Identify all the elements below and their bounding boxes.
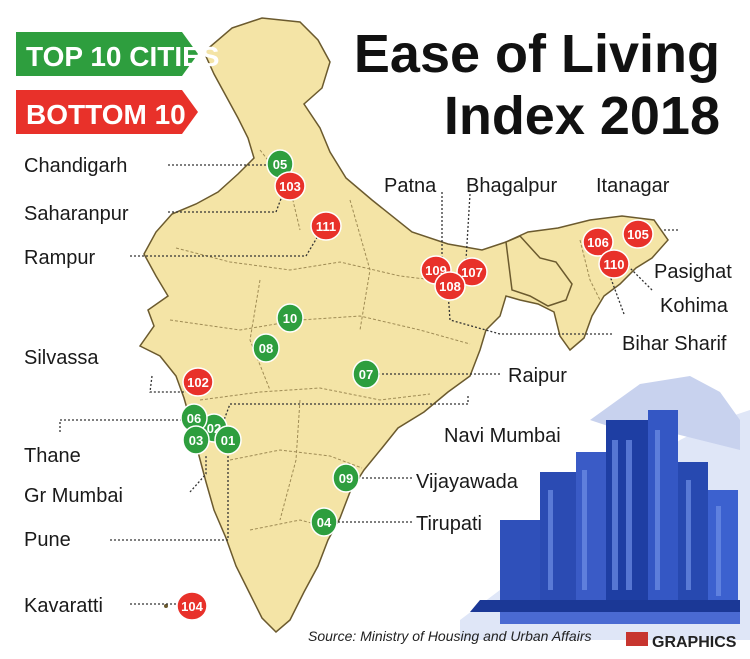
badge-number: 04 <box>317 515 332 530</box>
city-badge-bihar-sharif: 108 <box>434 271 466 301</box>
badge-circle <box>598 249 630 279</box>
badge-number: 03 <box>189 433 203 448</box>
city-label-bihar-sharif: Bihar Sharif <box>622 333 727 355</box>
badge-circle <box>456 257 488 287</box>
city-label-kavaratti: Kavaratti <box>24 595 103 617</box>
badge-circle <box>214 425 242 455</box>
badge-number: 05 <box>273 157 287 172</box>
city-badge-rampur: 111 <box>310 211 342 241</box>
city-badge-silvassa: 102 <box>182 367 214 397</box>
badge-number: 07 <box>359 367 373 382</box>
badge-number: 111 <box>316 219 336 234</box>
badge-number: 108 <box>439 279 461 294</box>
badge-circle <box>182 425 210 455</box>
city-badge-pune: 01 <box>214 425 242 455</box>
city-label-itanagar: Itanagar <box>596 175 670 197</box>
city-label-silvassa: Silvassa <box>24 347 99 369</box>
city-labels: Chandigarh Saharanpur Rampur Patna Bhagalpur… <box>24 155 732 617</box>
cityscape-illustration <box>460 376 750 640</box>
city-badge-vijayawada: 09 <box>332 463 360 493</box>
lakshadweep-island <box>164 604 168 608</box>
northeast-landmass <box>505 235 573 307</box>
city-badge-tirupati: 04 <box>310 507 338 537</box>
badge-circle <box>622 219 654 249</box>
city-label-pune: Pune <box>24 529 71 551</box>
city-label-patna: Patna <box>384 175 437 197</box>
city-label-saharanpur: Saharanpur <box>24 203 129 225</box>
badge-circle <box>310 211 342 241</box>
badge-number: 08 <box>259 341 273 356</box>
badge-circle <box>332 463 360 493</box>
city-badge-unlabeled-08: 08 <box>252 333 280 363</box>
badge-number: 09 <box>339 471 353 486</box>
badge-number: 105 <box>627 227 649 242</box>
badge-number: 10 <box>283 311 297 326</box>
pti-logo <box>626 632 648 646</box>
badge-number: 103 <box>279 179 301 194</box>
badge-circle <box>276 303 304 333</box>
city-label-bhagalpur: Bhagalpur <box>466 175 558 197</box>
city-label-gr-mumbai: Gr Mumbai <box>24 485 123 507</box>
leader-lines <box>59 164 678 605</box>
title-line-2: Index 2018 <box>444 86 720 146</box>
badge-circle <box>176 591 208 621</box>
city-badge-kohima: 110 <box>598 249 630 279</box>
city-label-vijayawada: Vijayawada <box>416 471 519 493</box>
city-label-navi-mumbai: Navi Mumbai <box>444 425 561 447</box>
legend-top-label: TOP 10 CITIES <box>26 41 219 72</box>
badge-circle <box>182 367 214 397</box>
city-badge-thane: 06 <box>180 403 208 433</box>
legend-bottom-swatch <box>16 90 198 134</box>
badge-circle <box>252 333 280 363</box>
badge-number: 110 <box>604 257 625 272</box>
badge-number: 104 <box>181 599 203 614</box>
city-badge-bhagalpur: 107 <box>456 257 488 287</box>
badge-number: 06 <box>187 411 201 426</box>
badge-circle <box>434 271 466 301</box>
graphics-credit: GRAPHICS <box>652 634 737 651</box>
legend: TOP 10 CITIES BOTTOM 10 <box>16 32 219 134</box>
city-label-kohima: Kohima <box>660 295 729 317</box>
badge-number: 01 <box>221 433 235 448</box>
badge-circle <box>310 507 338 537</box>
badge-circle <box>582 227 614 257</box>
city-badge-pasighat: 105 <box>622 219 654 249</box>
legend-top-swatch <box>16 32 198 76</box>
city-badge-gr-mumbai: 03 <box>182 425 210 455</box>
title-line-1: Ease of Living <box>354 24 720 84</box>
city-badge-itanagar: 106 <box>582 227 614 257</box>
city-badge-saharanpur: 103 <box>274 171 306 201</box>
badge-circle <box>352 359 380 389</box>
badge-number: 102 <box>187 375 209 390</box>
legend-bottom-label: BOTTOM 10 <box>26 99 186 130</box>
source-note: Source: Ministry of Housing and Urban Af… <box>308 628 592 644</box>
badge-number: 106 <box>587 235 609 250</box>
city-label-chandigarh: Chandigarh <box>24 155 127 177</box>
badge-circle <box>274 171 306 201</box>
city-label-pasighat: Pasighat <box>654 261 732 283</box>
city-label-raipur: Raipur <box>508 365 567 387</box>
city-badge-raipur: 07 <box>352 359 380 389</box>
city-label-thane: Thane <box>24 445 81 467</box>
city-label-tirupati: Tirupati <box>416 513 482 535</box>
city-badge-kavaratti: 104 <box>176 591 208 621</box>
city-label-rampur: Rampur <box>24 247 95 269</box>
city-badge-unlabeled-10: 10 <box>276 303 304 333</box>
badge-number: 107 <box>461 265 483 280</box>
